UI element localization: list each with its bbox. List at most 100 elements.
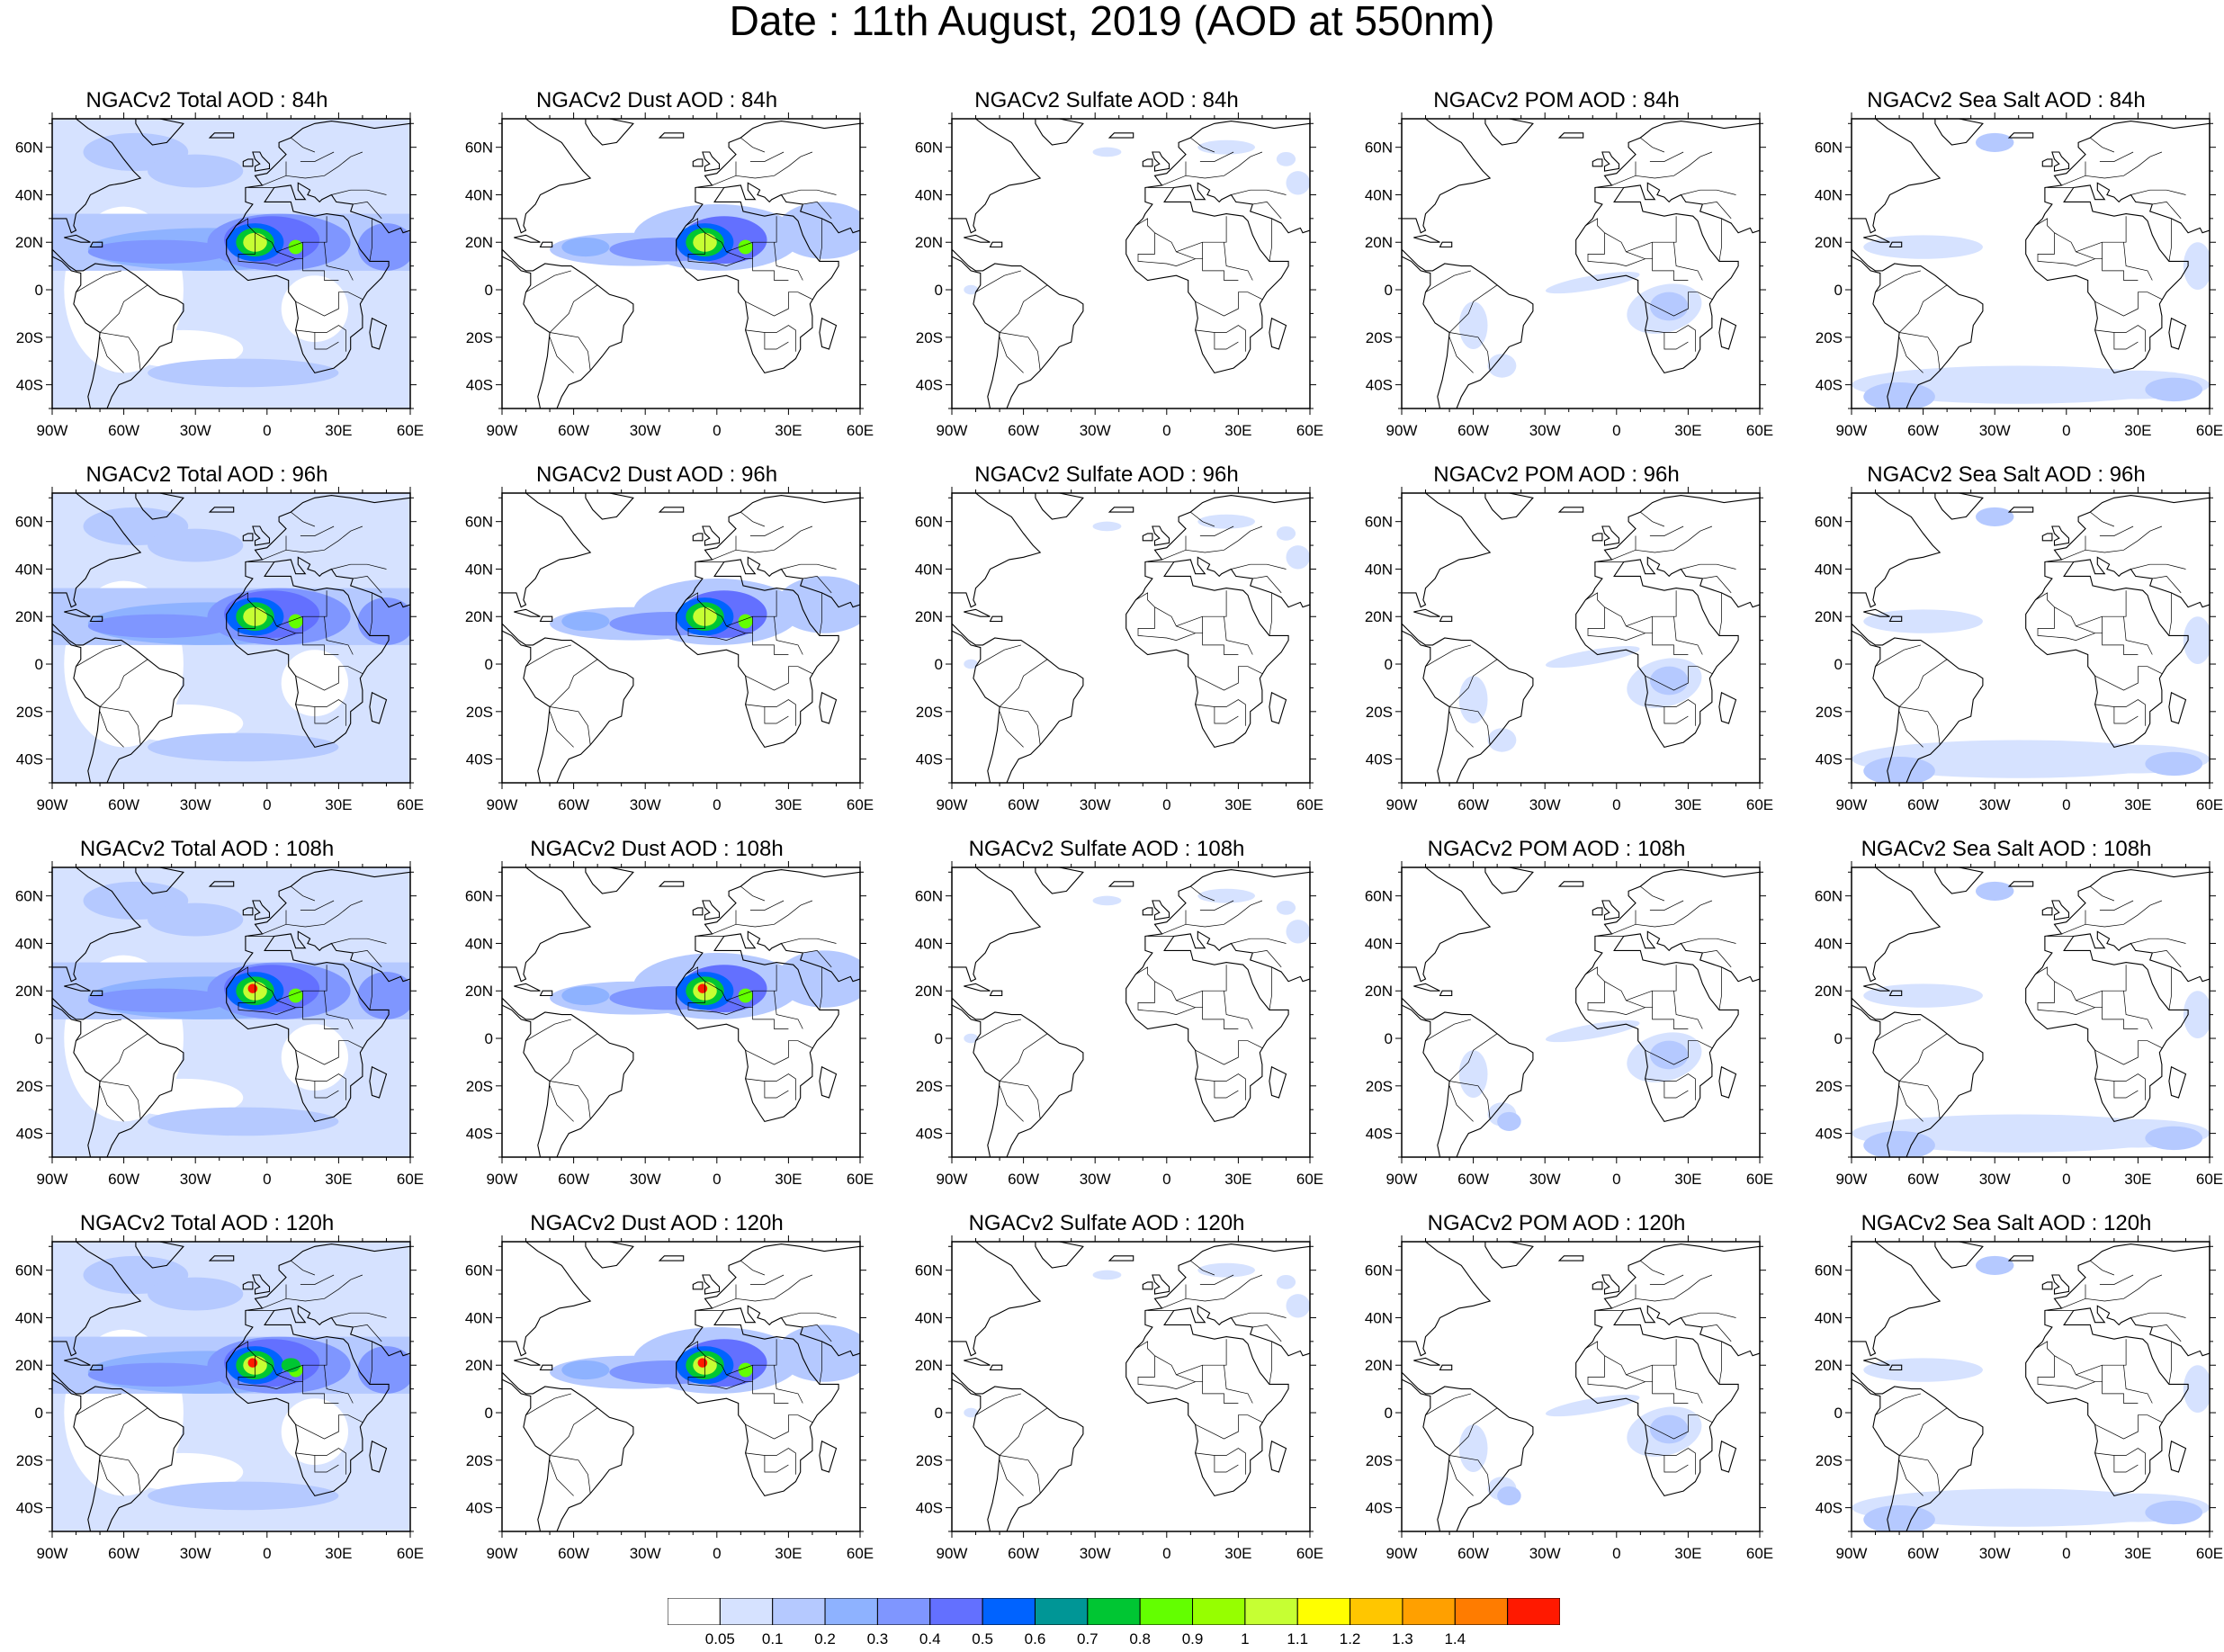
country-border xyxy=(2094,1040,2163,1065)
colorbar-swatch xyxy=(929,1598,983,1625)
country-border xyxy=(2094,1073,2146,1100)
lat-tick-label: 40S xyxy=(1816,377,1843,394)
land-outline xyxy=(2041,158,2053,167)
coastlines xyxy=(952,867,1310,1157)
lon-tick-label: 0 xyxy=(1612,796,1620,813)
country-border xyxy=(1673,242,1703,281)
country-border xyxy=(1681,563,1736,570)
country-border xyxy=(314,706,339,724)
country-border xyxy=(764,332,789,350)
land-outline xyxy=(2051,900,2070,920)
country-border xyxy=(2085,151,2163,179)
map-border xyxy=(1851,492,2211,784)
country-border xyxy=(745,1073,796,1100)
country-border xyxy=(1718,966,1722,1010)
map-border xyxy=(1401,866,1761,1158)
lat-tick-label: 20N xyxy=(915,983,943,1000)
country-border xyxy=(1673,991,1703,1029)
lon-tick-label: 0 xyxy=(713,1171,721,1188)
lon-tick-label: 60E xyxy=(1746,422,1773,439)
lon-tick-label: 60E xyxy=(397,1171,424,1188)
country-border xyxy=(2152,950,2182,968)
country-border xyxy=(745,666,813,691)
country-border xyxy=(369,1341,372,1385)
land-outline xyxy=(2025,1243,2210,1497)
aod-blob xyxy=(1545,272,1640,294)
lat-tick-label: 60N xyxy=(1815,139,1843,157)
lon-tick-label: 30E xyxy=(325,1171,352,1188)
land-outline xyxy=(2025,121,2210,374)
country-border xyxy=(549,1407,598,1456)
lon-tick-label: 30W xyxy=(1979,1171,2011,1188)
aod-blob xyxy=(2145,377,2203,402)
country-border xyxy=(100,706,141,745)
aod-blob xyxy=(288,614,303,629)
country-border xyxy=(712,535,737,561)
aod-blob xyxy=(964,659,979,669)
lon-tick-label: 30W xyxy=(1080,1545,1111,1562)
country-border xyxy=(1185,151,1263,179)
land-outline xyxy=(252,900,271,920)
lon-tick-label: 30E xyxy=(775,796,802,813)
land-outline xyxy=(702,525,721,546)
aod-blob xyxy=(1197,888,1255,903)
lat-tick-label: 40S xyxy=(466,1500,493,1517)
coastlines xyxy=(1852,493,2210,783)
country-border xyxy=(2152,1324,2182,1342)
country-border xyxy=(1190,137,1215,153)
country-border xyxy=(819,592,822,636)
lon-tick-label: 60E xyxy=(1296,796,1323,813)
panel-title: NGACv2 Sulfate AOD : 120h xyxy=(968,1211,1245,1235)
country-border xyxy=(745,1414,813,1440)
land-outline xyxy=(1592,158,1603,167)
map-frame: 90W 60W 30W 0 30E 60E 60N 40N 20N 0 20S 40S xyxy=(465,487,874,813)
lat-tick-label: 20S xyxy=(916,1452,943,1469)
country-border xyxy=(2085,900,2163,928)
lat-tick-label: 20N xyxy=(1815,608,1843,625)
country-border xyxy=(291,511,316,527)
aod-field xyxy=(52,119,410,409)
country-border xyxy=(331,563,387,570)
lat-tick-label: 40N xyxy=(915,1309,943,1326)
country-border xyxy=(803,1324,832,1342)
country-border xyxy=(99,711,124,748)
map-frame: 90W 60W 30W 0 30E 60E 60N 40N 20N 0 20S 40S xyxy=(1365,487,1773,813)
lat-tick-label: 20S xyxy=(16,1452,43,1469)
coastlines xyxy=(1852,1242,2210,1531)
country-border xyxy=(2094,292,2163,317)
map-panel: NGACv2 Dust AOD : 96h 90W 60W 30W 0 30E 60E 60N… xyxy=(450,457,874,813)
land-outline xyxy=(2168,317,2187,350)
country-border xyxy=(1640,885,1665,902)
map-border xyxy=(501,492,861,784)
colorbar-swatch xyxy=(1139,1598,1194,1625)
lon-tick-label: 30E xyxy=(1674,422,1701,439)
land-outline xyxy=(1852,1242,1984,1531)
aod-blob xyxy=(357,597,410,645)
colorbar-swatch xyxy=(824,1598,878,1625)
country-border xyxy=(1231,189,1287,195)
aod-blob xyxy=(1092,521,1122,532)
country-border xyxy=(76,1393,121,1416)
lon-tick-label: 60E xyxy=(2196,1545,2223,1562)
land-outline xyxy=(1125,121,1310,374)
country-border xyxy=(749,1274,785,1285)
lon-tick-label: 60W xyxy=(1457,422,1489,439)
map-border xyxy=(1851,118,2211,409)
aod-blob xyxy=(2145,751,2203,777)
country-border xyxy=(749,900,785,911)
lon-tick-label: 30W xyxy=(180,1171,211,1188)
land-outline xyxy=(585,119,634,146)
lat-tick-label: 0 xyxy=(1385,1405,1393,1422)
map-panel: NGACv2 Dust AOD : 84h 90W 60W 30W 0 30E 60E 60N… xyxy=(450,83,874,439)
country-border xyxy=(525,644,571,668)
land-outline xyxy=(369,691,388,724)
colorbar-label: 0.4 xyxy=(919,1630,941,1648)
land-outline xyxy=(1152,525,1170,546)
lon-tick-label: 0 xyxy=(713,422,721,439)
country-border xyxy=(687,1355,753,1389)
country-border xyxy=(1199,1274,1234,1285)
land-outline xyxy=(1439,1364,1453,1371)
lon-tick-label: 30E xyxy=(2124,796,2151,813)
country-border xyxy=(745,699,796,726)
lon-tick-label: 30W xyxy=(1080,422,1111,439)
